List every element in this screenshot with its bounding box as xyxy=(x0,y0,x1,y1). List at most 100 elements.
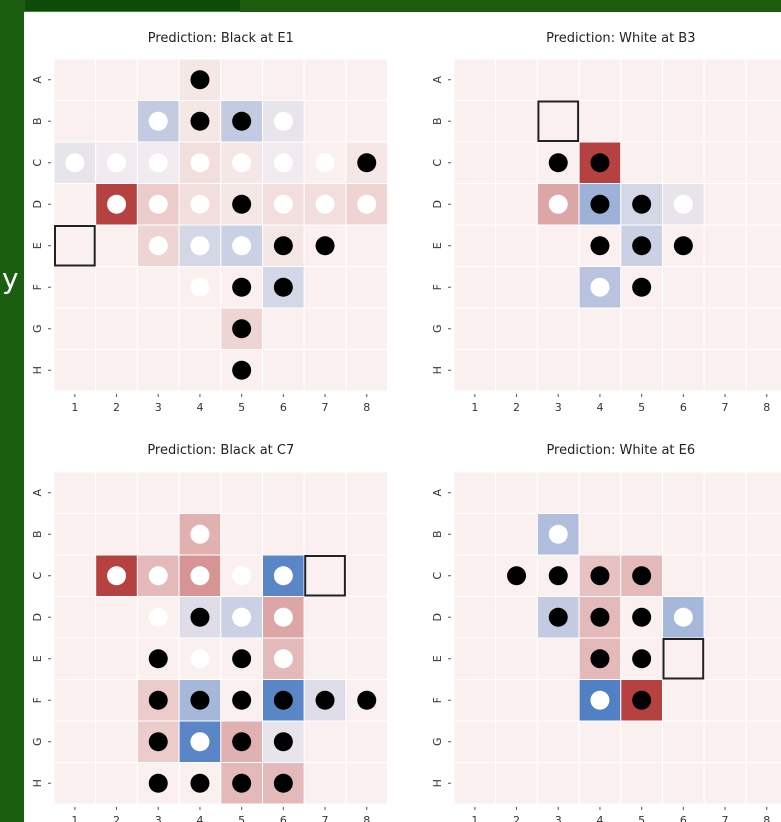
heat-cell-B5 xyxy=(220,513,264,556)
y-tick-label-G: G xyxy=(431,737,444,746)
heat-cell-F3 xyxy=(136,266,180,309)
black-piece-C3 xyxy=(548,153,568,173)
heat-cell-F7 xyxy=(703,266,747,309)
black-piece-E5 xyxy=(232,649,252,669)
x-tick-label-6: 6 xyxy=(680,401,687,414)
heat-cell-A7 xyxy=(703,471,747,514)
y-tick-label-D: D xyxy=(31,613,44,621)
heat-cell-E1 xyxy=(453,637,497,680)
black-piece-C2 xyxy=(507,566,527,586)
x-tick-label-3: 3 xyxy=(555,401,562,414)
heat-cell-F2 xyxy=(95,679,138,722)
black-piece-H5 xyxy=(232,360,252,380)
heat-cell-A2 xyxy=(95,471,138,514)
white-piece-C5 xyxy=(232,153,252,173)
heat-cell-G1 xyxy=(453,720,497,763)
heat-cell-B8 xyxy=(745,513,781,556)
x-tick-label-5: 5 xyxy=(638,814,645,822)
heat-cell-B5 xyxy=(620,513,663,556)
x-tick-label-8: 8 xyxy=(763,401,770,414)
heat-cell-D7 xyxy=(703,183,747,226)
white-piece-C4 xyxy=(190,566,210,586)
heat-cell-A8 xyxy=(345,471,389,514)
heat-cell-E2 xyxy=(495,224,538,267)
heat-cell-D1 xyxy=(53,596,97,639)
white-piece-D2 xyxy=(107,194,127,214)
x-tick-label-4: 4 xyxy=(596,401,603,414)
black-piece-H4 xyxy=(190,773,210,793)
heat-cell-H5 xyxy=(620,349,663,392)
heat-cell-H8 xyxy=(345,762,389,805)
y-tick-label-E: E xyxy=(431,655,444,662)
heat-cell-A5 xyxy=(220,58,264,101)
black-piece-H5 xyxy=(232,773,252,793)
black-piece-B4 xyxy=(190,111,210,131)
heat-cell-B4 xyxy=(578,513,622,556)
heat-cell-E6 xyxy=(662,637,705,680)
white-piece-D3 xyxy=(548,194,568,214)
black-piece-D5 xyxy=(632,607,652,627)
heat-cell-G5 xyxy=(620,307,663,350)
heat-cell-A7 xyxy=(303,58,347,101)
x-tick-label-4: 4 xyxy=(196,401,203,414)
black-piece-F6 xyxy=(273,277,293,297)
heat-cell-G1 xyxy=(53,720,97,763)
heat-cell-A3 xyxy=(536,471,580,514)
black-piece-D4 xyxy=(590,607,610,627)
predicted-move-box xyxy=(54,225,96,267)
x-tick-label-2: 2 xyxy=(113,401,120,414)
white-piece-F4 xyxy=(190,277,210,297)
heat-cell-F2 xyxy=(95,266,138,309)
white-piece-B4 xyxy=(190,524,210,544)
heat-cell-H5 xyxy=(620,762,663,805)
heatmap-panel-3: Prediction: Black at C7 A B C D E F G H 1 2 3 4 5 6 7 8 xyxy=(31,443,389,822)
heat-cell-H8 xyxy=(345,349,389,392)
heat-cell-C6 xyxy=(662,554,705,597)
y-tick-label-A: A xyxy=(431,76,444,84)
heat-cell-D7 xyxy=(703,596,747,639)
black-piece-F3 xyxy=(148,690,168,710)
black-piece-G5 xyxy=(232,319,252,339)
white-piece-B3 xyxy=(548,524,568,544)
heat-cell-C8 xyxy=(745,554,781,597)
heat-cell-G3 xyxy=(136,307,180,350)
y-tick-label-F: F xyxy=(431,284,444,290)
heat-cell-F7 xyxy=(303,266,347,309)
heat-cell-C1 xyxy=(453,141,497,184)
heat-cell-H1 xyxy=(53,762,97,805)
heat-cell-B8 xyxy=(745,100,781,143)
y-tick-label-H: H xyxy=(431,366,444,374)
white-piece-D3 xyxy=(148,194,168,214)
heat-cell-B7 xyxy=(303,513,347,556)
black-piece-G6 xyxy=(273,732,293,752)
heat-cell-B7 xyxy=(303,100,347,143)
heat-cell-H2 xyxy=(495,349,538,392)
heat-cell-H3 xyxy=(536,349,580,392)
white-piece-F4 xyxy=(590,690,610,710)
black-piece-F4 xyxy=(190,690,210,710)
black-piece-C8 xyxy=(357,153,377,173)
heat-cell-F2 xyxy=(495,679,538,722)
heat-cell-G7 xyxy=(703,307,747,350)
white-piece-D3 xyxy=(148,607,168,627)
x-tick-label-2: 2 xyxy=(513,401,520,414)
heatmap-panel-4: Prediction: White at E6 A B C D E F G H 1 2 3 4 5 6 7 8 xyxy=(431,443,781,822)
white-piece-E5 xyxy=(232,236,252,256)
black-piece-E5 xyxy=(632,236,652,256)
heat-cell-A1 xyxy=(453,471,497,514)
heat-cell-B5 xyxy=(620,100,663,143)
x-tick-label-5: 5 xyxy=(638,401,645,414)
x-tick-label-1: 1 xyxy=(71,814,78,822)
heat-cell-G8 xyxy=(345,720,389,763)
black-piece-C4 xyxy=(590,566,610,586)
heat-cell-D2 xyxy=(95,596,138,639)
heat-cell-A1 xyxy=(453,58,497,101)
heat-cell-G8 xyxy=(745,307,781,350)
y-tick-label-F: F xyxy=(31,697,44,703)
heat-cell-A5 xyxy=(620,471,663,514)
predicted-move-box xyxy=(537,100,580,142)
y-tick-label-B: B xyxy=(31,530,44,538)
heat-cell-A4 xyxy=(578,58,622,101)
heat-cell-H1 xyxy=(453,349,497,392)
heat-cell-A8 xyxy=(345,58,389,101)
